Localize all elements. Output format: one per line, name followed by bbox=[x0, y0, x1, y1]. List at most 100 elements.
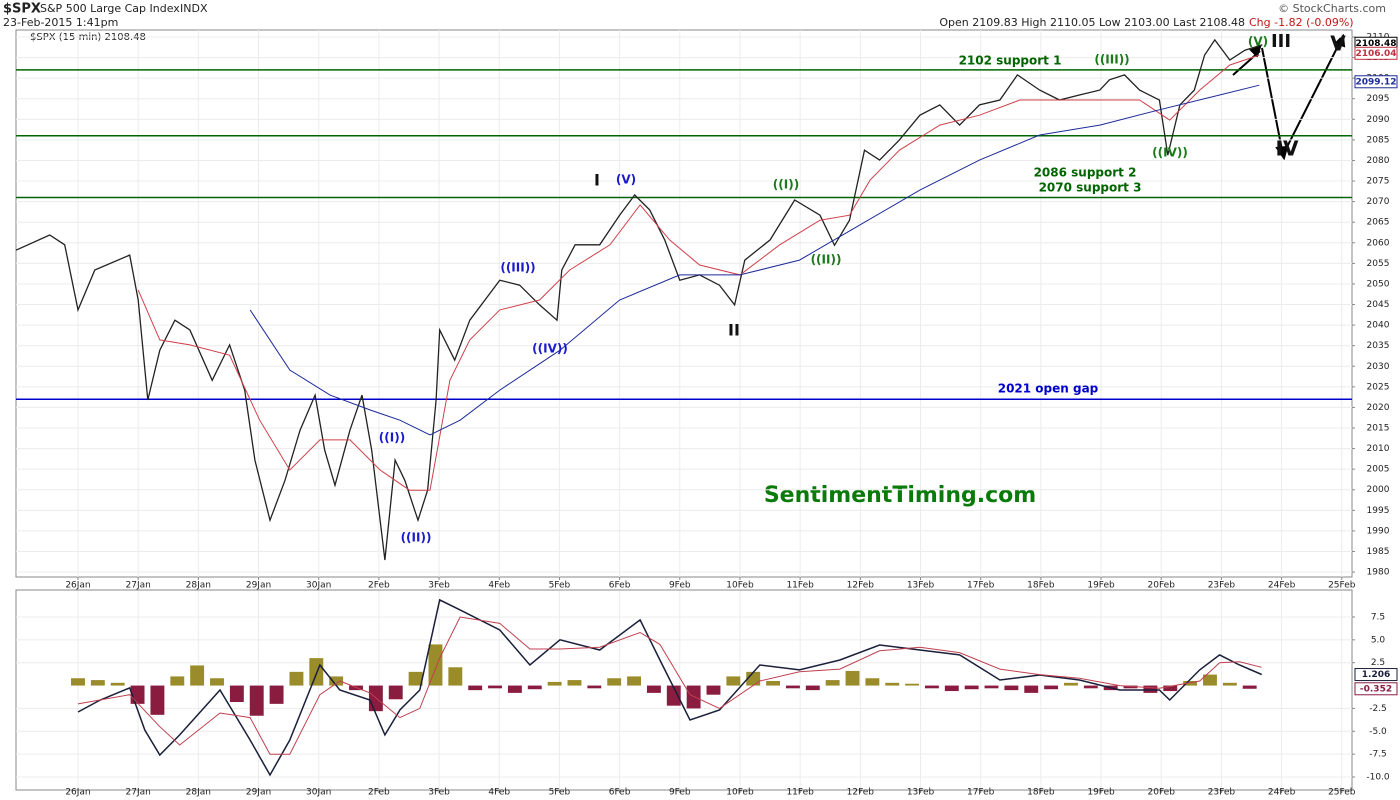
y-tick-label: 2030 bbox=[1367, 362, 1390, 372]
y-tick-label: 2095 bbox=[1367, 94, 1390, 104]
y-tick-label: 1985 bbox=[1367, 547, 1390, 557]
histogram-bar bbox=[269, 685, 284, 704]
histogram-bar bbox=[229, 685, 244, 703]
y-tick-label: 2.5 bbox=[1371, 658, 1385, 668]
histogram-bar bbox=[1222, 682, 1237, 686]
level-label: 2102 support 1 bbox=[959, 54, 1062, 68]
x-tick-label: 19Feb bbox=[1087, 788, 1115, 798]
histogram-bar bbox=[924, 685, 939, 689]
histogram-bar bbox=[805, 685, 820, 691]
level-label: 2086 support 2 bbox=[1034, 166, 1137, 180]
histogram-bar bbox=[766, 680, 781, 686]
histogram-bar bbox=[468, 685, 483, 691]
x-tick-label: 24Feb bbox=[1268, 581, 1296, 591]
y-tick-label: 2035 bbox=[1367, 341, 1390, 351]
histogram-bar bbox=[150, 685, 165, 715]
x-tick-label: 23Feb bbox=[1208, 788, 1236, 798]
date: 23-Feb-2015 1:41pm bbox=[3, 16, 118, 29]
y-tick-label: 1980 bbox=[1367, 568, 1390, 578]
x-tick-label: 10Feb bbox=[726, 581, 754, 591]
histogram-bar bbox=[567, 680, 582, 686]
x-tick-label: 2Feb bbox=[368, 581, 390, 591]
x-tick-label: 25Feb bbox=[1328, 788, 1356, 798]
subtitle: S&P 500 Large Cap Index bbox=[40, 2, 180, 15]
x-tick-label: 3Feb bbox=[428, 788, 450, 798]
histogram-bar bbox=[706, 685, 721, 695]
price-label-box bbox=[1354, 75, 1398, 89]
histogram-bar bbox=[110, 682, 125, 686]
histogram-bar bbox=[90, 680, 105, 686]
x-tick-label: 17Feb bbox=[967, 581, 995, 591]
histogram-bar bbox=[1242, 685, 1257, 689]
histogram-bar bbox=[388, 685, 403, 700]
level-label: 2070 support 3 bbox=[1039, 181, 1142, 195]
wave-label: ((II)) bbox=[401, 531, 432, 545]
histogram-bar bbox=[547, 681, 562, 686]
histogram-bar bbox=[1064, 682, 1078, 686]
price-label-box bbox=[1354, 46, 1398, 60]
histogram-bar bbox=[408, 671, 423, 686]
y-tick-label: 2065 bbox=[1367, 218, 1390, 228]
watermark: SentimentTiming.com bbox=[764, 483, 1036, 508]
histogram-bar bbox=[1024, 685, 1039, 693]
arrow-head bbox=[1334, 33, 1346, 48]
y-tick-label: 2000 bbox=[1367, 485, 1390, 495]
histogram-bar bbox=[190, 665, 205, 686]
y-tick-label: 2005 bbox=[1367, 465, 1390, 475]
histogram-bar bbox=[1203, 674, 1217, 686]
histogram-bar bbox=[825, 680, 840, 686]
y-tick-label: 2020 bbox=[1367, 403, 1390, 413]
histogram-bar bbox=[964, 685, 979, 690]
y-tick-label: -7.5 bbox=[1369, 750, 1387, 760]
x-tick-label: 9Feb bbox=[669, 581, 691, 591]
y-tick-label: 2010 bbox=[1367, 444, 1390, 454]
wave-label: III bbox=[1271, 31, 1291, 52]
y-tick-label: -5.0 bbox=[1369, 727, 1387, 737]
y-tick-label: 2055 bbox=[1367, 259, 1390, 269]
x-tick-label: 4Feb bbox=[488, 581, 510, 591]
histogram-bar bbox=[646, 685, 661, 693]
histogram-bar bbox=[785, 685, 800, 689]
y-tick-label: -10.0 bbox=[1366, 773, 1390, 783]
x-tick-label: 5Feb bbox=[549, 581, 571, 591]
price-label-box bbox=[1354, 668, 1398, 682]
histogram-bar bbox=[170, 676, 185, 686]
price-label: -0.352 bbox=[1360, 684, 1392, 694]
histogram-bar bbox=[1044, 685, 1059, 690]
price-label: 2099.12 bbox=[1356, 77, 1397, 87]
x-tick-label: 13Feb bbox=[907, 581, 935, 591]
arrow-head bbox=[1275, 145, 1289, 161]
price-label: 1.206 bbox=[1362, 670, 1390, 680]
x-tick-label: 26Jan bbox=[65, 788, 90, 798]
y-tick-label: 7.5 bbox=[1371, 612, 1385, 622]
x-tick-label: 9Feb bbox=[669, 788, 691, 798]
wave-label: (V) bbox=[616, 173, 636, 187]
wave-label: IV bbox=[1276, 137, 1299, 161]
wave-label: ((I)) bbox=[773, 178, 799, 192]
histogram-bar bbox=[309, 658, 324, 686]
x-tick-label: 28Jan bbox=[186, 581, 211, 591]
histogram-bar bbox=[726, 676, 741, 686]
series-line bbox=[77, 598, 1262, 777]
x-tick-label: 4Feb bbox=[488, 788, 510, 798]
histogram-bar bbox=[1183, 680, 1198, 686]
macd-frame bbox=[15, 589, 1353, 791]
x-tick-label: 10Feb bbox=[726, 788, 754, 798]
histogram-bar bbox=[1004, 685, 1019, 691]
histogram-bar bbox=[905, 683, 920, 686]
y-tick-label: 2090 bbox=[1367, 115, 1390, 125]
wave-label: V bbox=[1330, 32, 1346, 56]
x-tick-label: 12Feb bbox=[847, 581, 875, 591]
series-line bbox=[249, 84, 1260, 436]
histogram-bar bbox=[666, 685, 681, 706]
y-tick-label: 2070 bbox=[1367, 197, 1390, 207]
x-tick-label: 17Feb bbox=[967, 788, 995, 798]
histogram-bar bbox=[210, 678, 224, 686]
wave-label: (V) bbox=[1248, 35, 1268, 49]
y-tick-label: 2015 bbox=[1367, 424, 1390, 434]
wave-label: ((IV)) bbox=[1152, 146, 1188, 160]
y-tick-label: -2.5 bbox=[1369, 704, 1387, 714]
histogram-bar bbox=[1083, 685, 1098, 689]
histogram-bar bbox=[527, 685, 542, 690]
x-tick-label: 6Feb bbox=[609, 581, 631, 591]
